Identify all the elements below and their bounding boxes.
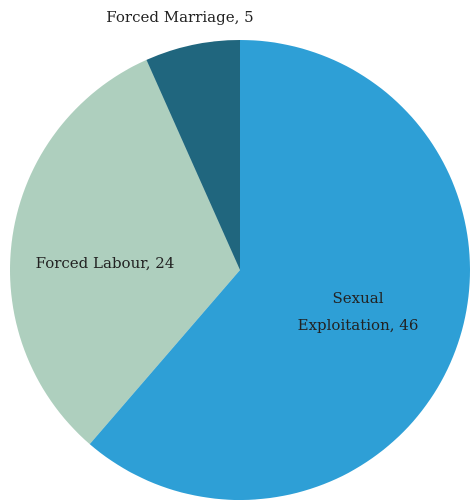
data-label: Forced Marriage, 5 <box>106 8 253 26</box>
data-label-line: Forced Marriage, 5 <box>106 8 253 26</box>
data-label: Sexual Exploitation, 46 <box>298 289 419 334</box>
data-label-line: Forced Labour, 24 <box>36 254 175 272</box>
data-label-line: Exploitation, 46 <box>298 316 419 334</box>
pie-slice <box>146 40 240 270</box>
pie-slice <box>89 40 470 500</box>
data-label-line: Sexual <box>332 289 383 307</box>
pie-slice <box>10 59 240 445</box>
data-label: Forced Labour, 24 <box>36 254 175 272</box>
